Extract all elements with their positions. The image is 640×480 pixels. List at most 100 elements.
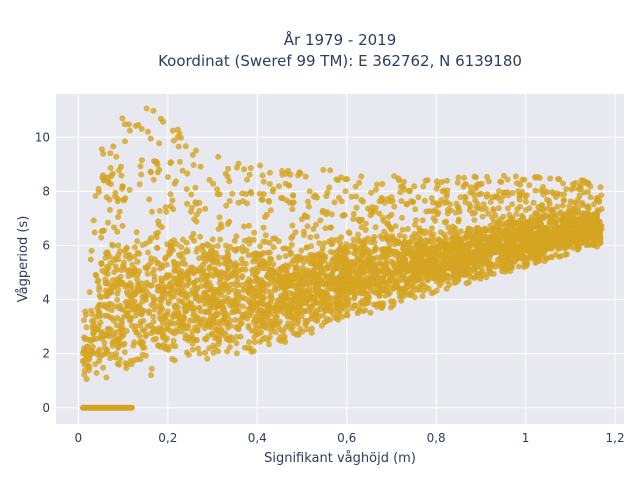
scatter-point [335, 316, 342, 323]
scatter-point [223, 336, 230, 342]
scatter-point [225, 165, 232, 172]
scatter-point [126, 121, 132, 128]
scatter-point [157, 265, 163, 272]
scatter-point [163, 261, 170, 268]
scatter-point [98, 328, 105, 335]
scatter-point [138, 157, 145, 164]
scatter-point [511, 242, 518, 249]
scatter-point [182, 261, 189, 267]
scatter-point [509, 201, 516, 208]
scatter-point [353, 204, 360, 211]
scatter-point [161, 294, 168, 301]
scatter-point [472, 259, 479, 266]
scatter-point [90, 330, 97, 337]
scatter-point [89, 343, 96, 350]
scatter-point [395, 175, 402, 182]
scatter-point [233, 302, 240, 309]
scatter-point [478, 190, 485, 197]
scatter-point [245, 279, 252, 286]
scatter-point [320, 253, 327, 260]
scatter-point [239, 244, 246, 251]
scatter-point [226, 198, 233, 204]
scatter-point [415, 284, 422, 291]
scatter-point [446, 229, 453, 236]
scatter-point [223, 202, 230, 209]
scatter-point [133, 289, 140, 296]
scatter-point [265, 305, 272, 312]
scatter-point [385, 237, 391, 244]
scatter-point [184, 170, 191, 177]
scatter-point [558, 210, 565, 217]
scatter-point [245, 252, 252, 259]
scatter-point [232, 263, 239, 270]
scatter-point [115, 256, 122, 263]
scatter-point [287, 171, 294, 178]
scatter-point [243, 296, 249, 302]
scatter-point [171, 304, 178, 311]
scatter-point [139, 287, 146, 294]
scatter-point [534, 217, 541, 224]
scatter-point [142, 293, 148, 300]
scatter-point [183, 186, 190, 193]
scatter-point [247, 165, 254, 171]
scatter-point [284, 311, 291, 317]
scatter-point [372, 224, 379, 231]
scatter-point [171, 320, 178, 327]
scatter-point [88, 307, 95, 314]
scatter-point [517, 203, 524, 210]
scatter-point [458, 271, 465, 278]
scatter-point [554, 190, 561, 197]
scatter-point [410, 198, 417, 205]
scatter-point [282, 273, 289, 280]
scatter-point [504, 176, 511, 183]
scatter-point [273, 314, 280, 321]
scatter-point [365, 249, 372, 256]
scatter-point [578, 229, 585, 236]
scatter-point [310, 193, 317, 200]
scatter-point [401, 233, 408, 240]
scatter-point [318, 322, 325, 329]
scatter-point [291, 291, 298, 298]
scatter-point [312, 313, 319, 320]
scatter-point [564, 234, 571, 241]
scatter-point [203, 336, 210, 343]
scatter-point [114, 228, 121, 235]
scatter-point [462, 199, 469, 206]
scatter-point [235, 307, 242, 314]
scatter-point [563, 251, 570, 258]
scatter-point [156, 207, 163, 214]
scatter-point [396, 232, 403, 239]
scatter-point [308, 329, 315, 336]
scatter-point [137, 163, 144, 170]
scatter-point [234, 245, 241, 252]
scatter-point [213, 304, 220, 311]
scatter-point [387, 304, 394, 311]
scatter-point [161, 285, 168, 292]
scatter-point [307, 234, 314, 241]
scatter-point [96, 358, 103, 365]
scatter-point [473, 250, 480, 257]
scatter-point [311, 297, 318, 303]
scatter-point [362, 240, 368, 247]
scatter-point [358, 197, 365, 203]
scatter-point [371, 233, 378, 240]
scatter-point [430, 247, 437, 254]
scatter-point [342, 250, 349, 257]
scatter-point [483, 193, 490, 200]
scatter-point [337, 239, 344, 246]
scatter-point [310, 226, 317, 232]
scatter-point [255, 317, 262, 324]
scatter-point [175, 310, 182, 317]
scatter-point [371, 288, 378, 295]
scatter-point [246, 339, 252, 346]
scatter-point [148, 302, 155, 308]
scatter-point [317, 217, 324, 224]
scatter-point [134, 249, 141, 256]
scatter-point [534, 250, 541, 257]
scatter-point [209, 248, 215, 255]
scatter-point [439, 178, 446, 185]
scatter-point [229, 190, 236, 197]
scatter-point [295, 283, 302, 290]
scatter-point [437, 229, 444, 236]
scatter-point [503, 266, 509, 273]
